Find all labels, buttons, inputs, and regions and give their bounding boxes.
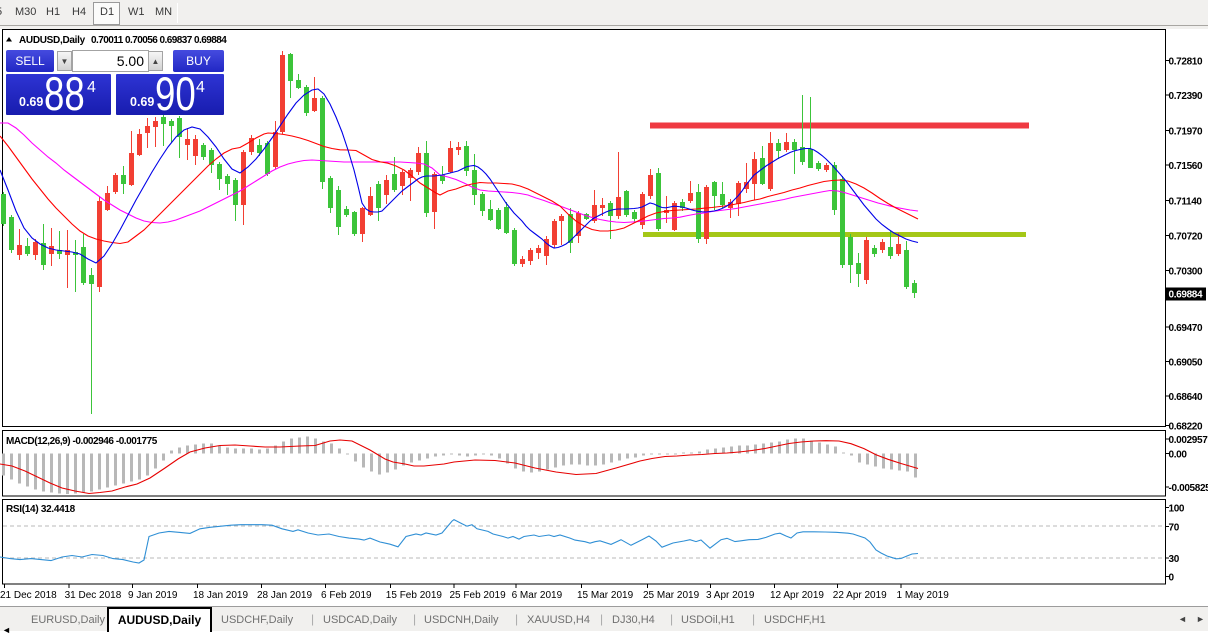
svg-text:6 Mar 2019: 6 Mar 2019: [512, 590, 563, 601]
svg-text:AUDUSD,Daily: AUDUSD,Daily: [19, 35, 86, 46]
svg-text:0.69470: 0.69470: [1169, 323, 1203, 334]
svg-text:22 Apr 2019: 22 Apr 2019: [833, 590, 887, 601]
svg-text:3 Apr 2019: 3 Apr 2019: [706, 590, 755, 601]
svg-text:0.69884: 0.69884: [1169, 290, 1203, 301]
svg-text:0.71970: 0.71970: [1169, 127, 1203, 138]
svg-text:0.71560: 0.71560: [1169, 161, 1203, 172]
svg-text:100: 100: [1169, 504, 1185, 515]
svg-text:31 Dec 2018: 31 Dec 2018: [65, 590, 122, 601]
svg-text:30: 30: [1169, 554, 1180, 565]
svg-text:0.002957: 0.002957: [1169, 435, 1208, 446]
svg-text:1 May 2019: 1 May 2019: [897, 590, 950, 601]
svg-text:15 Feb 2019: 15 Feb 2019: [386, 590, 443, 601]
svg-text:-0.005825: -0.005825: [1169, 483, 1208, 494]
svg-text:MACD(12,26,9) -0.002946 -0.001: MACD(12,26,9) -0.002946 -0.001775: [6, 436, 158, 447]
svg-text:28 Jan 2019: 28 Jan 2019: [257, 590, 312, 601]
svg-text:0.68220: 0.68220: [1169, 422, 1203, 433]
svg-text:21 Dec 2018: 21 Dec 2018: [0, 590, 57, 601]
svg-text:RSI(14) 32.4418: RSI(14) 32.4418: [6, 504, 76, 515]
svg-text:0.72390: 0.72390: [1169, 91, 1203, 102]
svg-text:0.70011 0.70056 0.69837 0.6988: 0.70011 0.70056 0.69837 0.69884: [91, 35, 227, 46]
svg-text:0: 0: [1169, 573, 1175, 584]
svg-text:12 Apr 2019: 12 Apr 2019: [770, 590, 824, 601]
svg-text:0.68640: 0.68640: [1169, 392, 1203, 403]
svg-text:25 Mar 2019: 25 Mar 2019: [643, 590, 700, 601]
svg-text:9 Jan 2019: 9 Jan 2019: [128, 590, 178, 601]
svg-text:6 Feb 2019: 6 Feb 2019: [321, 590, 372, 601]
svg-text:0.00: 0.00: [1169, 449, 1188, 460]
svg-text:15 Mar 2019: 15 Mar 2019: [577, 590, 634, 601]
svg-text:25 Feb 2019: 25 Feb 2019: [450, 590, 507, 601]
svg-text:0.71140: 0.71140: [1169, 196, 1203, 207]
svg-text:70: 70: [1169, 522, 1180, 533]
svg-text:0.72810: 0.72810: [1169, 57, 1203, 68]
svg-text:0.69050: 0.69050: [1169, 357, 1203, 368]
svg-text:0.70720: 0.70720: [1169, 231, 1203, 242]
svg-text:0.70300: 0.70300: [1169, 266, 1203, 277]
svg-text:18 Jan 2019: 18 Jan 2019: [193, 590, 248, 601]
